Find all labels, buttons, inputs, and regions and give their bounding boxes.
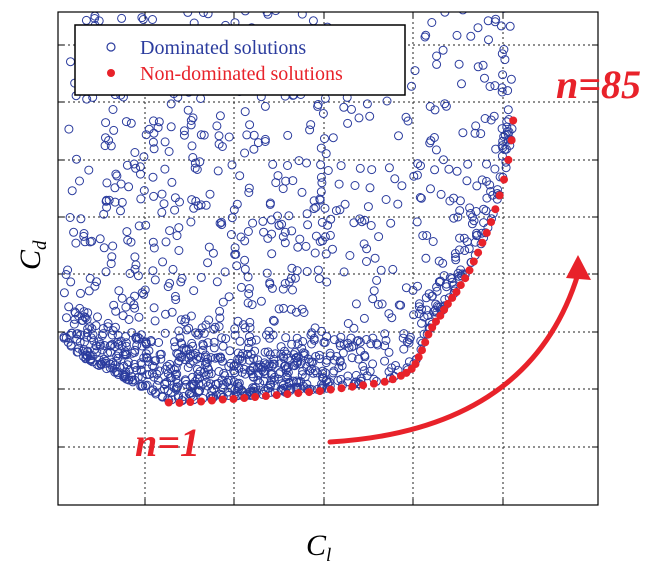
non-dominated-point — [284, 390, 292, 398]
dominated-point — [447, 0, 455, 5]
non-dominated-point — [470, 258, 478, 266]
y-axis-label-sub: d — [30, 240, 51, 250]
non-dominated-point — [412, 360, 420, 368]
non-dominated-point — [483, 229, 491, 237]
non-dominated-point — [381, 378, 389, 386]
non-dominated-point — [389, 375, 397, 383]
non-dominated-point — [487, 218, 495, 226]
non-dominated-point — [474, 249, 482, 257]
non-dominated-point — [176, 399, 184, 407]
dominated-point — [86, 2, 94, 10]
non-dominated-point — [496, 191, 504, 199]
non-dominated-point — [359, 381, 367, 389]
dominated-point — [255, 2, 263, 10]
x-axis-label-main: C — [306, 529, 327, 562]
x-axis-label: Cl — [306, 529, 331, 566]
dominated-point — [279, 1, 287, 9]
non-dominated-point — [461, 274, 469, 282]
non-dominated-point — [457, 281, 465, 289]
non-dominated-point — [415, 353, 423, 361]
dominated-point — [138, 0, 146, 2]
y-axis-label: Cd — [14, 240, 51, 270]
non-dominated-point — [316, 387, 324, 395]
annotation-n-85: n=85 — [556, 62, 641, 107]
non-dominated-point — [424, 330, 432, 338]
non-dominated-point — [262, 392, 270, 400]
non-dominated-point — [165, 399, 173, 407]
legend-dominated-label: Dominated solutions — [140, 37, 306, 59]
dominated-point — [230, 0, 238, 3]
non-dominated-point — [508, 136, 516, 144]
non-dominated-point — [348, 383, 356, 391]
non-dominated-point — [197, 398, 205, 406]
legend-nondominated-marker — [107, 69, 115, 77]
legend: Dominated solutions Non-dominated soluti… — [75, 25, 405, 95]
dominated-point — [196, 0, 204, 5]
non-dominated-point — [338, 384, 346, 392]
non-dominated-point — [305, 388, 313, 396]
dominated-point — [500, 4, 508, 12]
y-axis-label-main: C — [14, 249, 47, 270]
non-dominated-point — [273, 391, 281, 399]
non-dominated-point — [219, 396, 227, 404]
legend-nondominated-label: Non-dominated solutions — [140, 63, 343, 85]
non-dominated-point — [327, 386, 335, 394]
dominated-point — [250, 0, 258, 7]
non-dominated-point — [500, 176, 508, 184]
non-dominated-point — [466, 266, 474, 274]
non-dominated-point — [186, 398, 194, 406]
non-dominated-point — [208, 397, 216, 405]
non-dominated-point — [504, 156, 512, 164]
non-dominated-point — [491, 205, 499, 213]
non-dominated-point — [230, 395, 238, 403]
dominated-point — [321, 0, 329, 3]
dominated-point — [319, 0, 327, 3]
dominated-point — [235, 0, 243, 6]
non-dominated-point — [478, 239, 486, 247]
non-dominated-point — [418, 346, 426, 354]
dominated-point — [108, 0, 116, 2]
dominated-point — [123, 0, 131, 5]
non-dominated-point — [240, 394, 248, 402]
non-dominated-point — [251, 393, 259, 401]
non-dominated-point — [370, 380, 378, 388]
non-dominated-point — [294, 389, 302, 397]
x-axis-label-sub: l — [326, 545, 331, 566]
non-dominated-point — [453, 288, 461, 296]
dominated-point — [92, 0, 100, 2]
non-dominated-point — [509, 117, 517, 125]
dominated-point — [260, 0, 268, 1]
annotation-n-1: n=1 — [135, 420, 200, 465]
non-dominated-point — [421, 338, 429, 346]
dominated-point — [120, 0, 128, 7]
dominated-point — [400, 3, 408, 11]
